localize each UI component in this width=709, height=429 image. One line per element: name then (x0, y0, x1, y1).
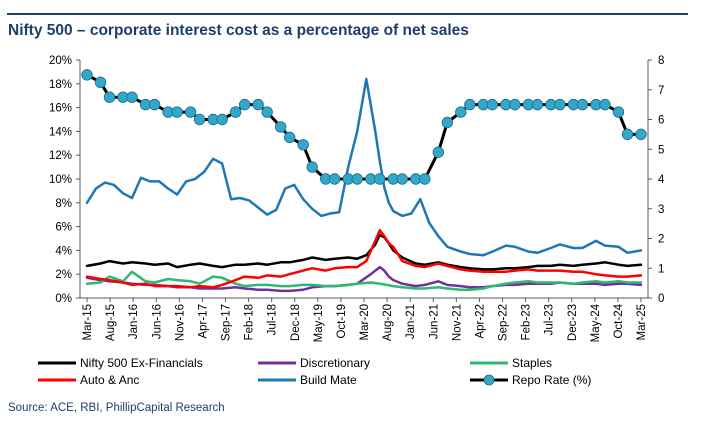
x-tick-label: Apr-22 (474, 304, 486, 339)
series-line-nifty-500-ex-financials (85, 233, 643, 271)
legend-label: Nifty 500 Ex-Financials (80, 356, 203, 370)
y-left-tick-label: 4% (55, 245, 72, 257)
x-tick-label: Jan-16 (128, 304, 140, 339)
repo-rate-point (171, 106, 183, 118)
repo-rate-point (216, 113, 228, 126)
y-right-tick-label: 3 (658, 204, 664, 216)
y-left-tick-label: 10% (49, 174, 72, 186)
repo-rate-point (193, 113, 206, 126)
x-tick-label: May-19 (313, 304, 325, 342)
series-line-staples (85, 270, 643, 291)
repo-rate-point (261, 106, 273, 118)
legend-label: Build Mate (300, 373, 357, 387)
legend-label: Staples (512, 356, 552, 370)
x-tick-label: Jun-21 (428, 304, 440, 339)
repo-rate-point (509, 98, 521, 111)
y-right-tick-label: 5 (658, 144, 664, 156)
repo-rate-point (252, 98, 264, 111)
x-tick-label: May-24 (590, 303, 602, 342)
repo-rate-point (351, 173, 363, 185)
x-tick-label: Sep-22 (498, 304, 510, 341)
x-tick-label: Nov-21 (451, 304, 463, 341)
repo-rate-point (329, 173, 341, 185)
repo-rate-markers (81, 69, 647, 185)
series-line-build-mate (85, 77, 643, 257)
x-tick-label: Jan-21 (405, 304, 417, 339)
repo-rate-point (297, 139, 309, 151)
y-left-tick-label: 16% (49, 103, 72, 115)
header-rule (7, 13, 688, 15)
x-tick-label: Sep-17 (221, 304, 233, 341)
repo-rate-point (148, 98, 161, 111)
x-tick-label: Nov-16 (174, 304, 186, 341)
y-right-tick-label: 0 (658, 293, 664, 305)
repo-rate-point (432, 146, 445, 158)
x-tick-label: Jul-18 (267, 304, 279, 335)
y-left-tick-label: 14% (49, 126, 72, 138)
x-tick-label: Dec-18 (290, 304, 302, 341)
legend-label: Discretionary (300, 356, 370, 370)
repo-rate-point (621, 128, 634, 141)
y-left-tick-label: 0% (55, 293, 72, 305)
x-tick-label: Dec-23 (567, 304, 579, 341)
legend-label: Repo Rate (%) (512, 373, 591, 387)
repo-rate-point (274, 121, 287, 133)
y-right-tick-label: 4 (658, 174, 665, 186)
x-tick-label: Feb-23 (521, 304, 533, 340)
y-right-tick-label: 2 (658, 234, 664, 246)
repo-rate-point (455, 106, 467, 118)
x-tick-label: Oct-19 (336, 304, 348, 339)
source-note: Source: ACE, RBI, PhillipCapital Researc… (8, 402, 225, 414)
x-tick-label: Mar-15 (82, 304, 94, 340)
repo-rate-point (599, 98, 611, 111)
x-tick-label: Aug-15 (105, 304, 117, 341)
x-tick-label: Feb-18 (244, 304, 256, 340)
chart-legend: Nifty 500 Ex-Financials Discretionary Stap… (38, 356, 591, 387)
chart-series-lines (85, 73, 643, 293)
repo-rate-point (554, 98, 566, 111)
chart-title: Nifty 500 – corporate interest cost as a… (8, 22, 469, 39)
y-left-tick-label: 8% (55, 198, 72, 210)
repo-rate-point (464, 98, 476, 111)
y-left-tick-label: 18% (49, 79, 72, 91)
repo-rate-point (374, 173, 386, 185)
x-tick-label: Apr-17 (197, 304, 209, 339)
repo-rate-point (229, 106, 242, 118)
y-left-tick-label: 20% (49, 55, 72, 67)
y-left-tick-label: 2% (55, 269, 72, 281)
repo-rate-point (635, 128, 647, 141)
repo-rate-point (184, 106, 197, 118)
y-right-tick-label: 8 (658, 55, 664, 67)
repo-rate-point (419, 173, 431, 185)
repo-rate-point (238, 98, 251, 111)
repo-rate-point (576, 98, 589, 111)
repo-rate-point (283, 131, 296, 144)
x-tick-label: Jul-23 (544, 304, 556, 335)
repo-rate-point (612, 106, 625, 118)
chart-axes: 0% 2% 4% 6% 8% 10% 12% 14% 16% 18% 20% 0 1 2 3 4 5 6 7 8 Mar… (49, 55, 665, 342)
repo-rate-point (396, 173, 408, 185)
x-tick-label: Jun-16 (151, 304, 163, 339)
repo-rate-point (126, 91, 138, 103)
x-tick-label: Mar-25 (636, 304, 648, 340)
y-left-tick-label: 12% (49, 150, 72, 162)
y-left-tick-label: 6% (55, 222, 72, 234)
repo-rate-point (486, 98, 499, 111)
legend-label: Auto & Anc (80, 373, 139, 387)
x-tick-label: Aug-20 (382, 304, 394, 341)
y-right-tick-label: 1 (658, 263, 664, 275)
repo-rate-point (81, 69, 93, 81)
repo-rate-point (306, 161, 318, 173)
repo-rate-point (94, 76, 107, 89)
repo-rate-point (441, 116, 454, 129)
repo-rate-point (531, 98, 544, 111)
legend-swatch-marker (483, 374, 495, 386)
y-right-tick-label: 6 (658, 115, 664, 127)
x-tick-label: Oct-24 (613, 303, 625, 338)
x-tick-label: Mar-20 (359, 304, 371, 340)
repo-rate-point (103, 91, 116, 103)
y-right-tick-label: 7 (658, 85, 664, 97)
series-line-auto-anc (85, 228, 643, 289)
